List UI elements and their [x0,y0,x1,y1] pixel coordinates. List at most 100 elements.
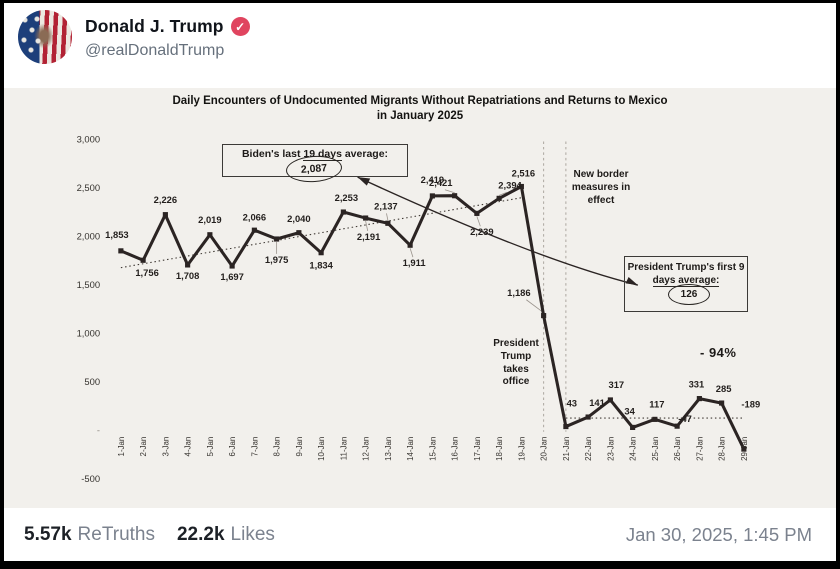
retruths-label[interactable]: ReTruths [77,523,155,545]
likes-count[interactable]: 22.2k [176,523,225,545]
point-label-26-Jan: -47 [678,413,692,424]
data-point-8-Jan [274,236,280,242]
post-header: Donald J. Trump ✓ @realDonaldTrump [4,3,836,88]
x-tick-10-Jan: 10-Jan [317,437,326,461]
data-point-15-Jan [429,193,435,199]
data-point-26-Jan [674,423,680,429]
x-tick-1-Jan: 1-Jan [117,437,126,457]
point-label-20-Jan: 1,186 [507,287,531,298]
data-point-17-Jan [474,210,480,216]
arrowhead-to-biden-average [357,177,371,186]
y-tick-2000: 2,000 [77,231,100,242]
daily-encounters-series [120,184,746,450]
y-tick-500: 500 [84,376,100,387]
point-label-5-Jan: 2,019 [198,214,222,225]
point-label-22-Jan: 141 [589,397,605,408]
biden-average-trend [120,197,522,269]
avatar[interactable] [18,10,72,64]
retruths-count[interactable]: 5.57k [24,523,72,545]
biden-average-label-underline: 19 days [303,148,342,161]
x-tick-24-Jan: 24-Jan [629,437,638,461]
biden-average-box: Biden's last 19 days average: [222,144,408,177]
data-point-29-Jan [741,446,747,452]
data-point-1-Jan [118,248,124,254]
chart-title-line1: Daily Encounters of Undocumented Migrant… [172,95,668,107]
point-label-8-Jan: 1,975 [265,254,288,265]
point-label-21-Jan: 43 [567,398,577,409]
x-tick-3-Jan: 3-Jan [161,437,170,457]
x-tick-9-Jan: 9-Jan [295,437,304,457]
data-point-24-Jan [630,424,636,430]
label-leader-line [386,213,389,221]
point-label-7-Jan: 2,066 [243,211,266,222]
data-point-22-Jan [585,414,591,420]
y-tick-0: - [97,425,100,436]
label-leader-line [476,216,481,227]
data-point-2-Jan [140,257,146,263]
data-point-28-Jan [719,400,725,406]
point-label-11-Jan: 2,253 [335,192,359,203]
point-label-9-Jan: 2,040 [287,213,311,224]
biden-average-value: 2,087 [300,162,328,176]
point-label-13-Jan: 2,137 [374,200,397,211]
x-tick-14-Jan: 14-Jan [406,437,415,461]
author-name[interactable]: Donald J. Trump [85,16,224,36]
x-tick-2-Jan: 2-Jan [139,437,148,457]
x-tick-13-Jan: 13-Jan [384,437,393,461]
data-point-5-Jan [207,232,213,238]
average-comparison-arrow [357,176,639,286]
percent-change-note: - 94% [700,345,737,360]
point-label-1-Jan: 1,853 [105,229,129,240]
x-tick-28-Jan: 28-Jan [718,437,727,461]
x-tick-11-Jan: 11-Jan [339,437,348,461]
point-label-14-Jan: 1,911 [403,257,426,268]
x-tick-23-Jan: 23-Jan [606,437,615,461]
x-tick-19-Jan: 19-Jan [517,437,526,461]
point-label-4-Jan: 1,708 [176,270,200,281]
data-point-11-Jan [340,209,346,215]
chart-title-line2: in January 2025 [376,110,464,122]
point-label-28-Jan: 285 [716,383,732,394]
data-point-12-Jan [363,215,369,221]
x-tick-4-Jan: 4-Jan [184,437,193,457]
x-tick-7-Jan: 7-Jan [250,437,259,457]
point-label-25-Jan: 117 [649,398,664,409]
likes-stat[interactable]: 22.2k Likes [177,524,275,546]
data-point-16-Jan [452,193,458,199]
point-label-16-Jan: 2,421 [429,177,453,188]
data-point-20-Jan [541,313,547,319]
arrowhead-to-trump-average [625,277,638,286]
x-tick-27-Jan: 27-Jan [695,437,704,461]
point-label-19-Jan: 2,516 [512,168,536,179]
point-label-23-Jan: 317 [608,379,624,390]
y-tick-1000: 1,000 [77,328,100,339]
point-label-29-Jan: -189 [741,398,760,409]
encounters-line-chart: 1,853 1,756 2,226 1,708 2,019 1,697 2,066 1,975… [77,133,761,484]
biden-average-label: Biden's last [241,148,304,160]
trump-average-label-line1: President Trump's first 9 [627,262,745,273]
likes-label[interactable]: Likes [230,523,275,545]
data-point-7-Jan [251,227,257,233]
retruths-stat[interactable]: 5.57k ReTruths [24,524,155,546]
data-point-14-Jan [407,242,413,248]
x-tick-12-Jan: 12-Jan [362,437,371,461]
point-label-10-Jan: 1,834 [309,260,333,271]
data-point-4-Jan [185,262,191,268]
x-tick-20-Jan: 20-Jan [540,437,549,461]
x-tick-8-Jan: 8-Jan [273,437,282,457]
label-leader-line [498,192,507,196]
x-tick-6-Jan: 6-Jan [228,437,237,457]
trump-average-value: 126 [680,289,698,300]
point-label-15-Jan: 2,419 [421,174,445,185]
data-point-10-Jan [318,250,324,256]
author-handle[interactable]: @realDonaldTrump [85,42,225,59]
x-tick-22-Jan: 22-Jan [584,437,593,461]
new-measures-note: New border measures in effect [571,169,631,206]
post-footer: 5.57k ReTruths 22.2k Likes Jan 30, 2025,… [4,508,836,561]
y-tick--500: -500 [81,473,100,484]
trump-average-label-line2: days average: [652,275,720,287]
data-point-25-Jan [652,416,658,422]
x-tick-17-Jan: 17-Jan [473,437,482,461]
y-tick-1500: 1,500 [77,279,100,290]
point-label-18-Jan: 2,394 [498,179,522,190]
